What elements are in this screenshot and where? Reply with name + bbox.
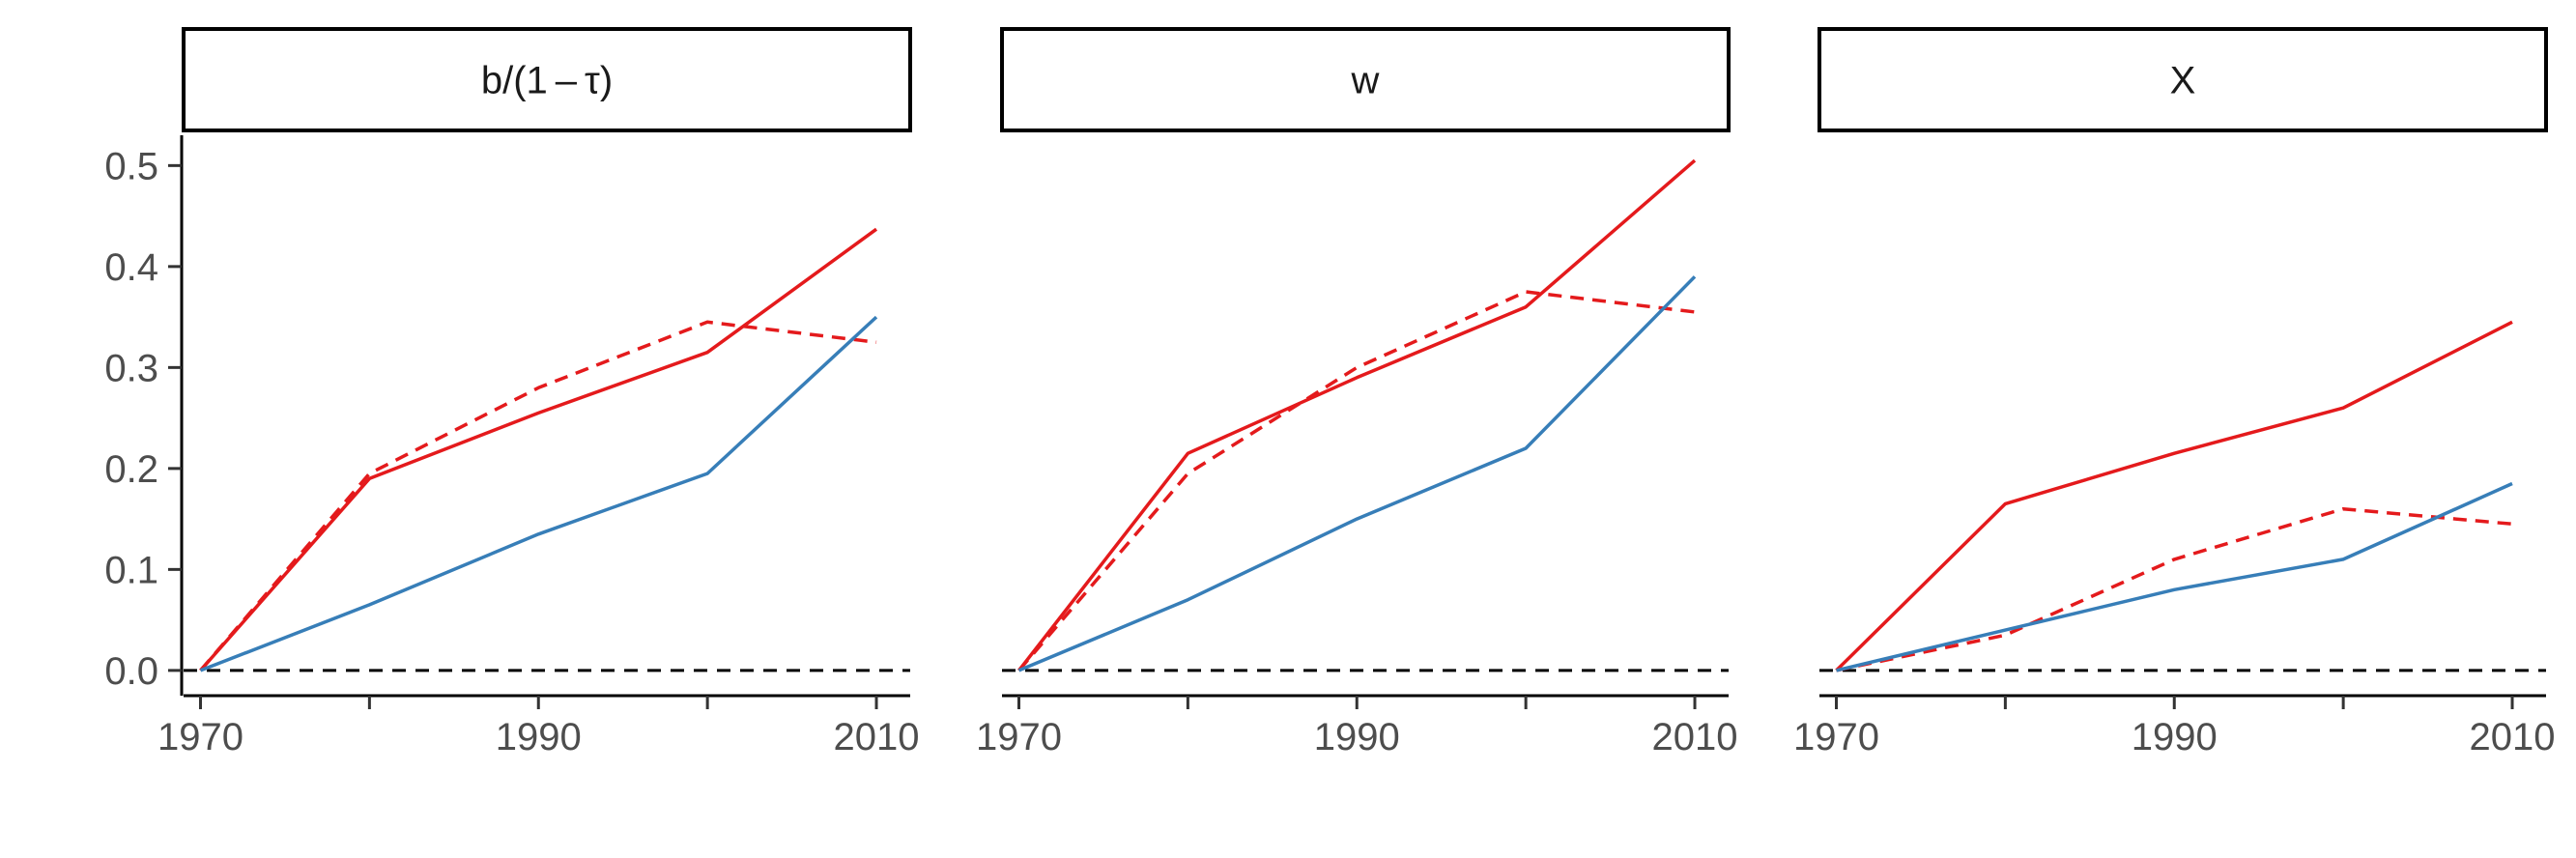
panel-strip: X — [1818, 27, 2548, 132]
y-tick-label: 0.5 — [104, 145, 158, 187]
series-line-1 — [1017, 158, 1697, 672]
strip-label: X — [2170, 60, 2196, 102]
x-tick-label: 1990 — [496, 716, 582, 758]
series-line-2 — [1836, 506, 2513, 672]
y-axis: 0.0 0.1 0.2 0.3 0.4 0.5 — [104, 135, 184, 696]
x-tick-label: 1970 — [976, 716, 1062, 758]
strip-box — [1000, 27, 1731, 132]
y-tick-label: 0.1 — [104, 549, 158, 591]
x-axis: 1970 1990 2010 — [976, 694, 1738, 758]
x-tick-label: 1970 — [1793, 716, 1879, 758]
y-tick-label: 0.2 — [104, 448, 158, 491]
strip-box — [1818, 27, 2548, 132]
panel-2: w 1970 1990 2010 — [976, 27, 1738, 758]
panel-strip: w — [1000, 27, 1731, 132]
x-tick-label: 2010 — [834, 716, 920, 758]
series-line-3 — [1836, 481, 2513, 672]
series-line-1 — [199, 227, 878, 672]
series-line-3 — [1017, 275, 1697, 672]
x-axis: 1970 1990 2010 — [1793, 694, 2556, 758]
series-line-1 — [1835, 320, 2513, 672]
series-line-2 — [199, 320, 877, 672]
y-tick-label: 0.4 — [104, 246, 158, 289]
y-tick-label: 0.3 — [104, 347, 158, 389]
strip-label: w — [1351, 60, 1380, 102]
series-line-2 — [1017, 290, 1696, 672]
strip-box — [182, 27, 912, 132]
strip-label: b/(1 – τ) — [481, 60, 613, 102]
x-tick-label: 1970 — [157, 716, 243, 758]
x-tick-label: 1990 — [1314, 716, 1400, 758]
panel-strip: b/(1 – τ) — [182, 27, 912, 132]
x-tick-label: 2010 — [1652, 716, 1738, 758]
x-axis: 1970 1990 2010 — [157, 694, 920, 758]
y-tick-label: 0.0 — [104, 650, 158, 693]
panel-3: X 1970 1990 2010 — [1793, 27, 2556, 758]
x-tick-label: 1990 — [2132, 716, 2218, 758]
panel-1: b/(1 – τ) 1970 1990 2010 — [157, 27, 920, 758]
series-line-3 — [199, 315, 878, 672]
x-tick-label: 2010 — [2470, 716, 2556, 758]
